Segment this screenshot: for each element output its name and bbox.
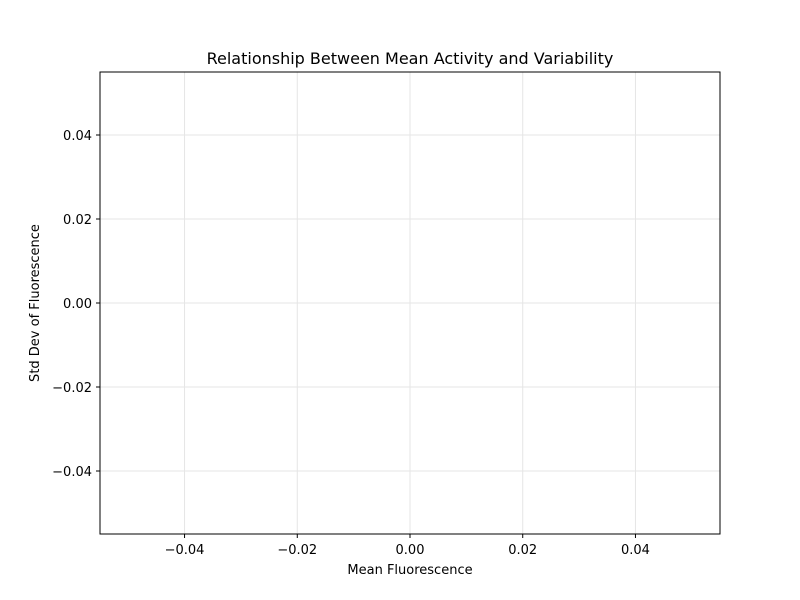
x-tick-label: −0.02 bbox=[277, 543, 317, 558]
y-tick-label: 0.04 bbox=[63, 129, 92, 144]
chart-title: Relationship Between Mean Activity and V… bbox=[207, 49, 614, 68]
x-axis-label: Mean Fluorescence bbox=[347, 563, 472, 578]
grid bbox=[100, 72, 720, 534]
x-tick-label: 0.04 bbox=[621, 543, 650, 558]
x-tick-label: 0.02 bbox=[508, 543, 537, 558]
x-axis-ticks: −0.04 −0.02 0.00 0.02 0.04 bbox=[165, 534, 650, 558]
x-tick-label: −0.04 bbox=[165, 543, 205, 558]
y-tick-label: −0.04 bbox=[52, 465, 92, 480]
y-tick-label: 0.00 bbox=[63, 297, 92, 312]
y-tick-label: 0.02 bbox=[63, 213, 92, 228]
y-axis-ticks: −0.04 −0.02 0.00 0.02 0.04 bbox=[52, 129, 100, 480]
y-axis-label: Std Dev of Fluorescence bbox=[28, 224, 43, 382]
y-tick-label: −0.02 bbox=[52, 381, 92, 396]
x-tick-label: 0.00 bbox=[396, 543, 425, 558]
